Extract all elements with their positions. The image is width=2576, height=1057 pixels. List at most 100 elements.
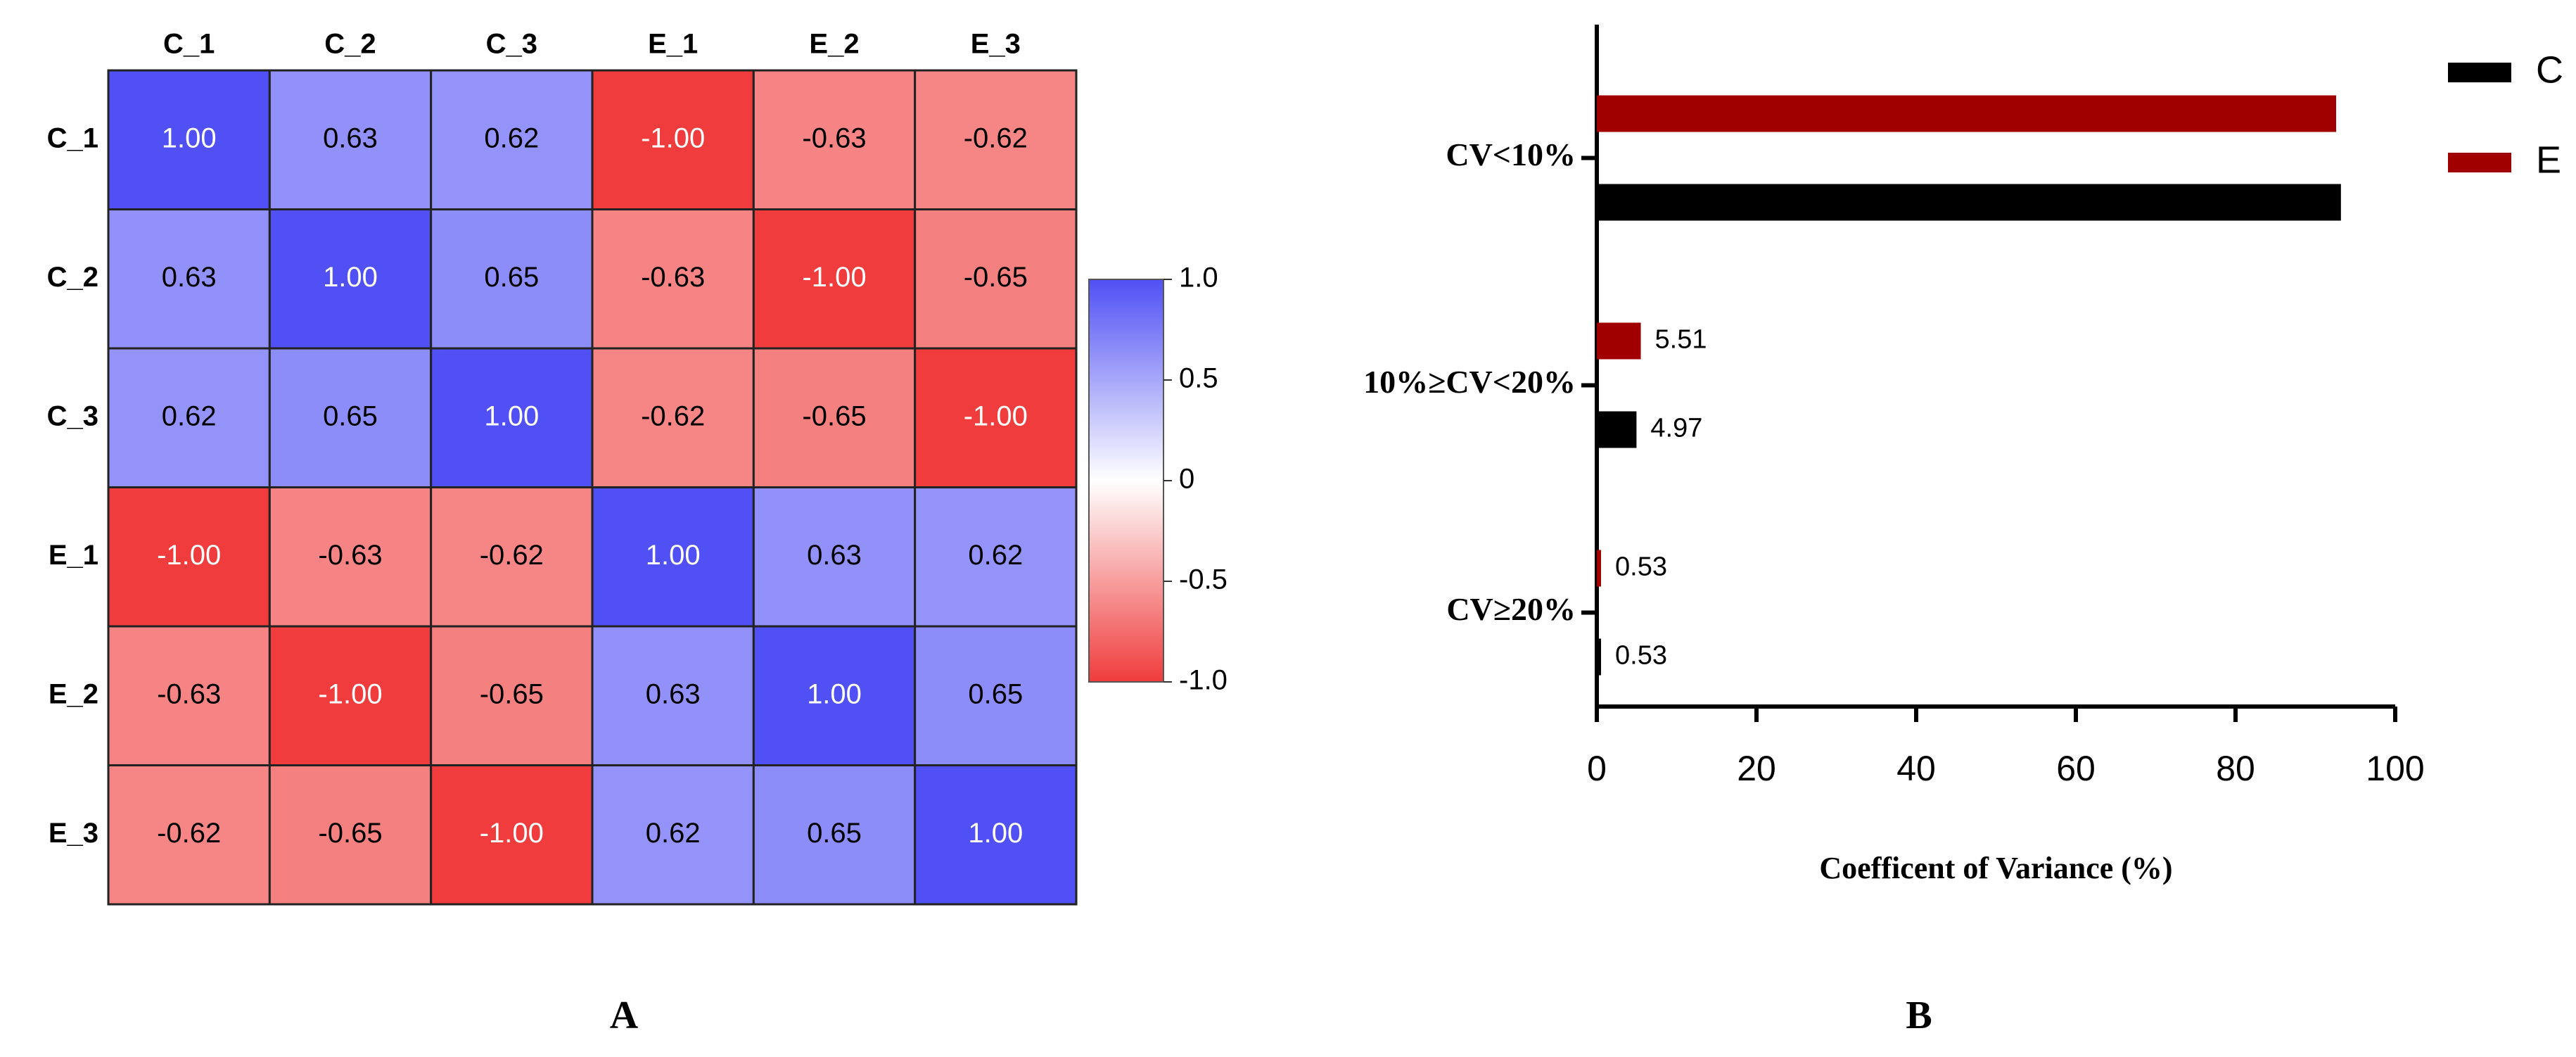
cell-value-label: 1.00	[162, 122, 217, 153]
row-label: C_1	[47, 122, 98, 153]
heatmap-cell	[107, 625, 271, 766]
cell-value-label: -1.00	[964, 400, 1028, 431]
x-tick-label: 100	[2366, 749, 2424, 788]
cell-value-label: -0.62	[964, 122, 1028, 153]
cell-value-label: 0.62	[162, 400, 217, 431]
cell-value-label: -0.62	[157, 818, 221, 849]
heatmap-cell	[914, 486, 1078, 628]
data-label: 4.97	[1650, 414, 1702, 443]
heatmap-cell	[591, 208, 755, 350]
colorbar	[1088, 279, 1164, 683]
column-label: C_3	[486, 29, 537, 60]
heatmap-cell	[914, 625, 1078, 766]
heatmap-cell	[268, 69, 433, 210]
heatmap-cell	[752, 764, 917, 906]
heatmap-cell	[430, 486, 594, 628]
heatmap-cell	[752, 486, 917, 628]
colorbar-tick-label: -1.0	[1179, 665, 1228, 696]
x-tick-label: 40	[1896, 749, 1936, 788]
cell-value-label: 1.00	[484, 400, 539, 431]
bar	[1597, 95, 2337, 132]
cell-value-label: -1.00	[641, 122, 705, 153]
x-tick-label: 60	[2056, 749, 2096, 788]
cell-value-label: 0.63	[323, 122, 378, 153]
panel-label: A	[610, 994, 639, 1037]
cell-value-label: 0.62	[646, 818, 701, 849]
cell-value-label: 0.62	[968, 540, 1023, 571]
cell-value-label: 0.65	[968, 678, 1023, 709]
heatmap-cell	[430, 69, 594, 210]
cell-value-label: -0.63	[157, 678, 221, 709]
cell-value-label: -0.65	[802, 400, 866, 431]
heatmap-cell	[107, 69, 271, 210]
column-label: E_1	[648, 29, 698, 60]
legend-swatch	[2448, 63, 2511, 82]
colorbar-tick-label: -0.5	[1179, 564, 1228, 595]
cell-value-label: 0.65	[807, 818, 862, 849]
cell-value-label: -0.65	[318, 818, 382, 849]
cell-value-label: -0.63	[802, 122, 866, 153]
heatmap-cell	[914, 764, 1078, 906]
cell-value-label: 0.65	[323, 400, 378, 431]
heatmap-cell	[591, 69, 755, 210]
row-label: E_3	[49, 818, 98, 849]
cell-value-label: 0.62	[484, 122, 539, 153]
heatmap-cell	[107, 486, 271, 628]
column-label: E_2	[809, 29, 859, 60]
cell-value-label: -1.00	[157, 540, 221, 571]
cell-value-label: 1.00	[968, 818, 1023, 849]
cell-value-label: -0.63	[641, 262, 705, 293]
heatmap-cell	[752, 625, 917, 766]
row-label: C_2	[47, 262, 98, 293]
cell-value-label: 0.63	[807, 540, 862, 571]
heatmap-cell	[268, 486, 433, 628]
cell-value-label: 0.63	[646, 678, 701, 709]
heatmap-cell	[107, 764, 271, 906]
cell-value-label: -0.65	[964, 262, 1028, 293]
legend-swatch	[2448, 153, 2511, 172]
colorbar-tick-label: 1.0	[1179, 262, 1218, 293]
cell-value-label: -0.62	[641, 400, 705, 431]
heatmap-cell	[914, 347, 1078, 488]
bar	[1597, 550, 1602, 587]
cell-value-label: 0.65	[484, 262, 539, 293]
heatmap-cell	[591, 625, 755, 766]
cell-value-label: -1.00	[480, 818, 544, 849]
column-label: C_2	[324, 29, 376, 60]
y-tick-label: 10%≥CV<20%	[1363, 364, 1576, 400]
data-label: 0.53	[1615, 641, 1667, 671]
heatmap-cell	[752, 347, 917, 488]
cell-value-label: -1.00	[802, 262, 866, 293]
heatmap-cell	[914, 69, 1078, 210]
heatmap-cell	[591, 764, 755, 906]
legend-label: C	[2536, 49, 2563, 91]
heatmap-cell	[591, 347, 755, 488]
bar	[1597, 184, 2341, 221]
y-tick-label: CV<10%	[1446, 137, 1576, 172]
bar	[1597, 638, 1602, 676]
x-axis-label: Coefficent of Variance (%)	[1819, 851, 2172, 885]
cell-value-label: 1.00	[807, 678, 862, 709]
cell-value-label: -0.65	[480, 678, 544, 709]
column-label: E_3	[971, 29, 1021, 60]
heatmap-cell	[914, 208, 1078, 350]
row-label: E_1	[49, 540, 98, 571]
bar	[1597, 322, 1641, 360]
heatmap-cell	[268, 208, 433, 350]
heatmap-cell	[591, 486, 755, 628]
panel-label: B	[1906, 994, 1932, 1037]
data-label: 0.53	[1615, 552, 1667, 582]
heatmap-cell	[268, 347, 433, 488]
x-tick-label: 0	[1587, 749, 1607, 788]
x-tick-label: 80	[2216, 749, 2255, 788]
cell-value-label: -0.63	[318, 540, 382, 571]
row-label: E_2	[49, 678, 98, 709]
column-label: C_1	[163, 29, 215, 60]
cell-value-label: -1.00	[318, 678, 382, 709]
x-tick-label: 20	[1737, 749, 1776, 788]
cell-value-label: 0.63	[162, 262, 217, 293]
bar	[1597, 411, 1637, 448]
colorbar-tick-label: 0.5	[1179, 363, 1218, 394]
legend-label: E	[2536, 139, 2561, 181]
y-tick-label: CV≥20%	[1446, 591, 1576, 627]
